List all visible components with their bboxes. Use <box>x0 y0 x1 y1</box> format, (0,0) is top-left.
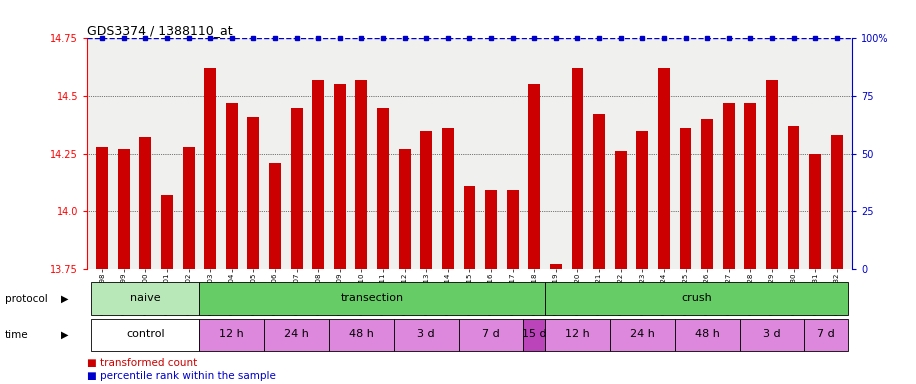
Bar <box>204 68 216 269</box>
Bar <box>485 190 497 269</box>
Bar <box>594 114 605 269</box>
Bar <box>377 108 389 269</box>
Text: control: control <box>126 329 165 339</box>
Text: ▶: ▶ <box>61 330 69 340</box>
Bar <box>333 84 345 269</box>
Bar <box>118 149 130 269</box>
Bar <box>766 80 778 269</box>
Bar <box>92 282 200 315</box>
Text: GDS3374 / 1388110_at: GDS3374 / 1388110_at <box>87 24 233 37</box>
Text: 3 d: 3 d <box>418 329 435 339</box>
Bar <box>545 319 610 351</box>
Text: 12 h: 12 h <box>565 329 590 339</box>
Text: 3 d: 3 d <box>763 329 780 339</box>
Bar <box>831 135 843 269</box>
Bar <box>442 128 453 269</box>
Bar <box>658 68 670 269</box>
Bar <box>459 319 523 351</box>
Bar <box>610 319 675 351</box>
Bar <box>637 131 649 269</box>
Bar <box>804 319 847 351</box>
Bar <box>680 128 692 269</box>
Bar <box>745 103 757 269</box>
Bar <box>139 137 151 269</box>
Text: ▶: ▶ <box>61 293 69 304</box>
Text: transection: transection <box>341 293 404 303</box>
Bar <box>463 186 475 269</box>
Bar <box>226 103 238 269</box>
Text: naive: naive <box>130 293 160 303</box>
Bar <box>200 282 545 315</box>
Text: 7 d: 7 d <box>817 329 834 339</box>
Bar <box>529 84 540 269</box>
Bar <box>739 319 804 351</box>
Bar <box>809 154 821 269</box>
Bar <box>182 147 194 269</box>
Text: 15 d: 15 d <box>522 329 547 339</box>
Bar <box>545 282 847 315</box>
Bar <box>523 319 545 351</box>
Bar <box>550 264 562 269</box>
Text: 48 h: 48 h <box>349 329 374 339</box>
Bar <box>420 131 432 269</box>
Text: 12 h: 12 h <box>220 329 245 339</box>
Bar <box>312 80 324 269</box>
Text: 48 h: 48 h <box>694 329 720 339</box>
Bar <box>96 147 108 269</box>
Bar <box>247 117 259 269</box>
Bar <box>329 319 394 351</box>
Text: ■ percentile rank within the sample: ■ percentile rank within the sample <box>87 371 276 381</box>
Bar <box>675 319 739 351</box>
Bar <box>615 151 627 269</box>
Text: crush: crush <box>681 293 712 303</box>
Text: time: time <box>5 330 28 340</box>
Text: 7 d: 7 d <box>482 329 500 339</box>
Bar <box>398 149 410 269</box>
Text: 24 h: 24 h <box>284 329 309 339</box>
Bar <box>507 190 518 269</box>
Bar <box>355 80 367 269</box>
Bar <box>92 319 200 351</box>
Bar <box>269 163 281 269</box>
Bar <box>290 108 302 269</box>
Bar <box>394 319 459 351</box>
Bar <box>701 119 713 269</box>
Bar <box>264 319 329 351</box>
Bar <box>723 103 735 269</box>
Bar <box>200 319 264 351</box>
Bar <box>161 195 173 269</box>
Text: ■ transformed count: ■ transformed count <box>87 358 197 368</box>
Bar <box>788 126 800 269</box>
Bar <box>572 68 583 269</box>
Text: 24 h: 24 h <box>630 329 655 339</box>
Text: protocol: protocol <box>5 293 48 304</box>
